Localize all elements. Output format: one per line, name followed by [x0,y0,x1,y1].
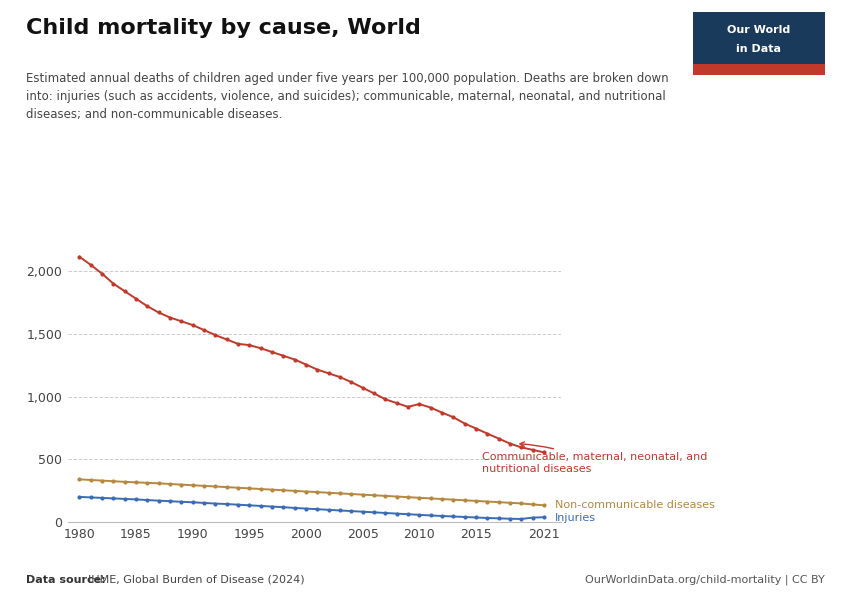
Text: in Data: in Data [736,44,781,53]
FancyBboxPatch shape [693,12,824,75]
Text: Our World: Our World [727,25,790,35]
Text: Non-communicable diseases: Non-communicable diseases [555,500,715,509]
Text: Communicable, maternal, neonatal, and
nutritional diseases: Communicable, maternal, neonatal, and nu… [482,442,707,474]
Text: Estimated annual deaths of children aged under five years per 100,000 population: Estimated annual deaths of children aged… [26,72,668,121]
Text: Child mortality by cause, World: Child mortality by cause, World [26,18,421,38]
Text: Injuries: Injuries [555,513,597,523]
FancyBboxPatch shape [693,64,824,75]
Text: OurWorldinData.org/child-mortality | CC BY: OurWorldinData.org/child-mortality | CC … [585,575,824,585]
Text: IHME, Global Burden of Disease (2024): IHME, Global Burden of Disease (2024) [88,575,304,585]
Text: Data source:: Data source: [26,575,109,585]
